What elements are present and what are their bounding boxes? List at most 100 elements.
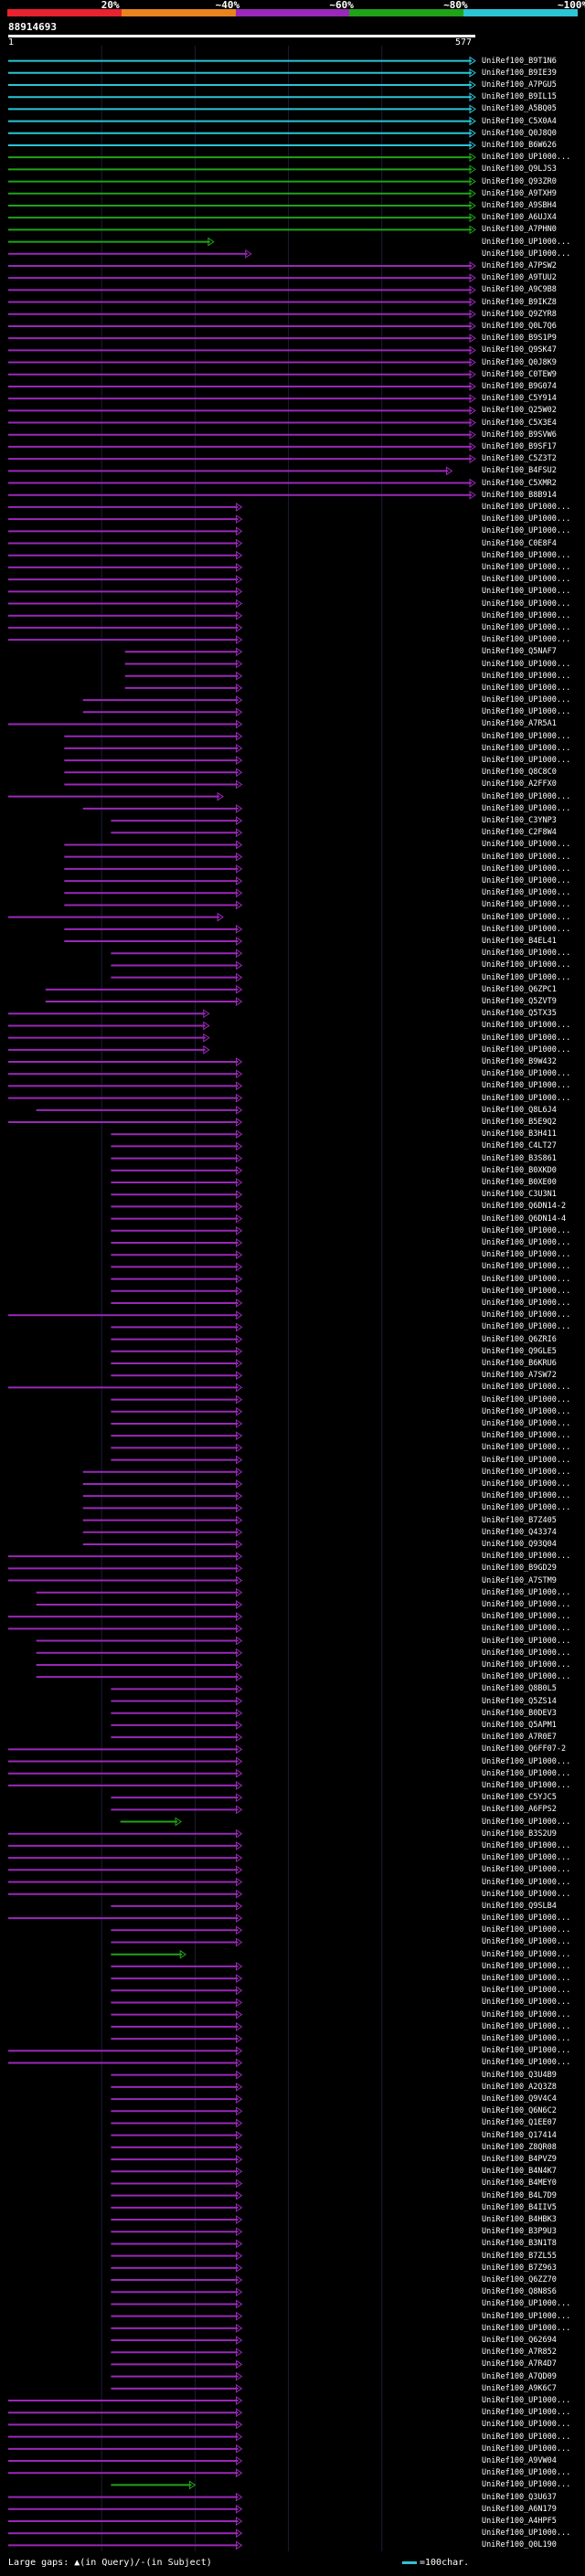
hit-label[interactable]: UniRef100_A7R852	[482, 2348, 557, 2358]
hit-label[interactable]: UniRef100_A9SBH4	[482, 200, 557, 210]
hit-label[interactable]: UniRef100_A7PSW2	[482, 260, 557, 270]
hit-label[interactable]: UniRef100_B9G074	[482, 381, 557, 391]
hit-label[interactable]: UniRef100_UP1000...	[482, 1612, 571, 1622]
hit-label[interactable]: UniRef100_UP1000...	[482, 1974, 571, 1984]
hit-label[interactable]: UniRef100_B3N1T8	[482, 2239, 557, 2249]
hit-label[interactable]: UniRef100_UP1000...	[482, 2021, 571, 2031]
hit-label[interactable]: UniRef100_Q3U637	[482, 2492, 557, 2502]
hit-label[interactable]: UniRef100_Q5APM1	[482, 1720, 557, 1730]
hit-label[interactable]: UniRef100_UP1000...	[482, 1624, 571, 1634]
hit-label[interactable]: UniRef100_B9GD29	[482, 1564, 557, 1574]
hit-label[interactable]: UniRef100_UP1000...	[482, 2420, 571, 2430]
hit-label[interactable]: UniRef100_Q62694	[482, 2336, 557, 2346]
hit-label[interactable]: UniRef100_B6W626	[482, 140, 557, 150]
hit-label[interactable]: UniRef100_Q0J8Q0	[482, 128, 557, 138]
hit-label[interactable]: UniRef100_Q9V4C4	[482, 2094, 557, 2104]
hit-label[interactable]: UniRef100_UP1000...	[482, 1262, 571, 1272]
hit-label[interactable]: UniRef100_C3U3N1	[482, 1190, 557, 1200]
hit-label[interactable]: UniRef100_UP1000...	[482, 960, 571, 970]
hit-label[interactable]: UniRef100_A2Q3Z8	[482, 2082, 557, 2092]
hit-label[interactable]: UniRef100_Q6DN14-4	[482, 1214, 567, 1224]
hit-label[interactable]: UniRef100_B4EL41	[482, 937, 557, 947]
hit-label[interactable]: UniRef100_UP1000...	[482, 1479, 571, 1489]
hit-label[interactable]: UniRef100_B4PVZ9	[482, 2155, 557, 2165]
hit-label[interactable]: UniRef100_B7Z405	[482, 1515, 557, 1525]
hit-label[interactable]: UniRef100_UP1000...	[482, 1503, 571, 1513]
hit-label[interactable]: UniRef100_UP1000...	[482, 852, 571, 862]
hit-label[interactable]: UniRef100_UP1000...	[482, 587, 571, 597]
hit-label[interactable]: UniRef100_UP1000...	[482, 791, 571, 801]
hit-label[interactable]: UniRef100_B9IKZ8	[482, 297, 557, 307]
hit-label[interactable]: UniRef100_UP1000...	[482, 1672, 571, 1682]
hit-label[interactable]: UniRef100_UP1000...	[482, 1310, 571, 1320]
hit-label[interactable]: UniRef100_UP1000...	[482, 1889, 571, 1899]
hit-label[interactable]: UniRef100_B4IIV5	[482, 2202, 557, 2212]
hit-label[interactable]: UniRef100_UP1000...	[482, 2311, 571, 2321]
hit-label[interactable]: UniRef100_C3YNP3	[482, 816, 557, 826]
hit-label[interactable]: UniRef100_UP1000...	[482, 502, 571, 512]
hit-label[interactable]: UniRef100_UP1000...	[482, 2528, 571, 2539]
hit-label[interactable]: UniRef100_B0XE00	[482, 1178, 557, 1188]
hit-label[interactable]: UniRef100_UP1000...	[482, 610, 571, 620]
hit-label[interactable]: UniRef100_Q8L6J4	[482, 1105, 557, 1115]
hit-label[interactable]: UniRef100_B0XKD0	[482, 1165, 557, 1175]
hit-label[interactable]: UniRef100_UP1000...	[482, 864, 571, 874]
hit-label[interactable]: UniRef100_Q6ZPC1	[482, 984, 557, 994]
hit-label[interactable]: UniRef100_B0DEV3	[482, 1708, 557, 1718]
hit-label[interactable]: UniRef100_UP1000...	[482, 514, 571, 525]
hit-label[interactable]: UniRef100_Q8N8S6	[482, 2287, 557, 2297]
hit-label[interactable]: UniRef100_C5Z3T2	[482, 454, 557, 464]
hit-label[interactable]: UniRef100_UP1000...	[482, 1961, 571, 1971]
hit-label[interactable]: UniRef100_A5BQ05	[482, 104, 557, 114]
hit-label[interactable]: UniRef100_A6FPS2	[482, 1805, 557, 1815]
hit-label[interactable]: UniRef100_UP1000...	[482, 1431, 571, 1441]
hit-label[interactable]: UniRef100_Q17414	[482, 2130, 557, 2140]
hit-label[interactable]: UniRef100_UP1000...	[482, 1299, 571, 1308]
hit-label[interactable]: UniRef100_C5X3E4	[482, 418, 557, 428]
hit-label[interactable]: UniRef100_C5YJC5	[482, 1793, 557, 1803]
hit-label[interactable]: UniRef100_UP1000...	[482, 1998, 571, 2008]
hit-label[interactable]: UniRef100_UP1000...	[482, 153, 571, 163]
hit-label[interactable]: UniRef100_UP1000...	[482, 575, 571, 585]
hit-label[interactable]: UniRef100_UP1000...	[482, 1865, 571, 1875]
hit-label[interactable]: UniRef100_Q0L7Q6	[482, 321, 557, 331]
hit-label[interactable]: UniRef100_UP1000...	[482, 2323, 571, 2333]
hit-label[interactable]: UniRef100_UP1000...	[482, 743, 571, 753]
hit-label[interactable]: UniRef100_A4HPF5	[482, 2517, 557, 2526]
hit-label[interactable]: UniRef100_UP1000...	[482, 1756, 571, 1766]
hit-label[interactable]: UniRef100_UP1000...	[482, 1250, 571, 1260]
hit-label[interactable]: UniRef100_UP1000...	[482, 1286, 571, 1296]
hit-label[interactable]: UniRef100_UP1000...	[482, 599, 571, 609]
hit-label[interactable]: UniRef100_UP1000...	[482, 2058, 571, 2068]
hit-label[interactable]: UniRef100_A7R0E7	[482, 1733, 557, 1743]
hit-label[interactable]: UniRef100_UP1000...	[482, 2034, 571, 2044]
hit-label[interactable]: UniRef100_UP1000...	[482, 1636, 571, 1646]
hit-label[interactable]: UniRef100_Q9ZYR8	[482, 309, 557, 319]
hit-label[interactable]: UniRef100_UP1000...	[482, 249, 571, 259]
hit-label[interactable]: UniRef100_UP1000...	[482, 671, 571, 681]
hit-label[interactable]: UniRef100_UP1000...	[482, 2396, 571, 2406]
hit-label[interactable]: UniRef100_B7ZL55	[482, 2251, 557, 2261]
hit-label[interactable]: UniRef100_Q6DN14-2	[482, 1202, 567, 1212]
hit-label[interactable]: UniRef100_UP1000...	[482, 2443, 571, 2454]
hit-label[interactable]: UniRef100_B4N4K7	[482, 2167, 557, 2177]
hit-label[interactable]: UniRef100_A2FFX0	[482, 779, 557, 790]
hit-label[interactable]: UniRef100_UP1000...	[482, 912, 571, 922]
hit-label[interactable]: UniRef100_UP1000...	[482, 1406, 571, 1416]
hit-label[interactable]: UniRef100_UP1000...	[482, 1467, 571, 1477]
hit-label[interactable]: UniRef100_B5E9Q2	[482, 1118, 557, 1128]
hit-label[interactable]: UniRef100_Q43374	[482, 1527, 557, 1537]
hit-label[interactable]: UniRef100_UP1000...	[482, 1659, 571, 1670]
hit-label[interactable]: UniRef100_UP1000...	[482, 2299, 571, 2309]
hit-label[interactable]: UniRef100_Z8QR08	[482, 2142, 557, 2152]
hit-label[interactable]: UniRef100_UP1000...	[482, 707, 571, 717]
hit-label[interactable]: UniRef100_A9TXH9	[482, 188, 557, 198]
hit-label[interactable]: UniRef100_UP1000...	[482, 803, 571, 813]
hit-label[interactable]: UniRef100_A7STM9	[482, 1575, 557, 1585]
hit-label[interactable]: UniRef100_UP1000...	[482, 1986, 571, 1996]
hit-label[interactable]: UniRef100_B3S861	[482, 1153, 557, 1163]
hit-label[interactable]: UniRef100_UP1000...	[482, 1081, 571, 1091]
hit-label[interactable]: UniRef100_UP1000...	[482, 550, 571, 560]
hit-label[interactable]: UniRef100_A9K6C7	[482, 2383, 557, 2393]
hit-label[interactable]: UniRef100_Q5NAF7	[482, 647, 557, 657]
